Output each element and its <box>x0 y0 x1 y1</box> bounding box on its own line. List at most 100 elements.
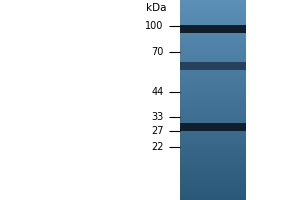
Bar <box>180 5 246 6</box>
Bar <box>180 4 246 5</box>
Bar <box>180 176 246 177</box>
Bar <box>180 154 246 155</box>
Bar <box>180 178 246 179</box>
Bar <box>180 54 246 55</box>
Bar <box>180 146 246 147</box>
Bar <box>180 165 246 166</box>
Bar <box>180 113 246 114</box>
Bar <box>180 16 246 17</box>
Bar <box>180 153 246 154</box>
Bar <box>180 184 246 185</box>
Bar <box>180 13 246 14</box>
Bar <box>180 45 246 46</box>
Bar <box>180 143 246 144</box>
Bar <box>180 116 246 117</box>
Bar <box>180 186 246 187</box>
Bar <box>180 162 246 163</box>
Bar <box>180 29 246 30</box>
Bar <box>180 102 246 103</box>
Bar <box>180 86 246 87</box>
Bar <box>180 22 246 23</box>
Bar <box>180 2 246 3</box>
Bar <box>180 171 246 172</box>
Bar <box>180 76 246 77</box>
Bar <box>180 120 246 121</box>
Bar <box>180 30 246 31</box>
Bar <box>180 107 246 108</box>
Bar <box>180 19 246 20</box>
Bar <box>180 135 246 136</box>
Bar <box>180 64 246 65</box>
Bar <box>180 101 246 102</box>
Bar <box>180 194 246 195</box>
Bar <box>180 11 246 12</box>
Bar <box>180 47 246 48</box>
Bar <box>180 79 246 80</box>
Bar <box>180 103 246 104</box>
Bar <box>180 14 246 15</box>
Bar <box>180 62 246 70</box>
Bar <box>180 129 246 130</box>
Bar <box>180 25 246 33</box>
Bar <box>180 9 246 10</box>
Bar <box>180 17 246 18</box>
Bar <box>180 170 246 171</box>
Bar <box>180 58 246 59</box>
Bar <box>180 140 246 141</box>
Bar <box>180 27 246 28</box>
Bar <box>180 100 246 101</box>
Bar <box>180 83 246 84</box>
Bar <box>180 137 246 138</box>
Bar <box>180 37 246 38</box>
Bar <box>180 68 246 69</box>
Bar <box>180 181 246 182</box>
Bar <box>180 24 246 25</box>
Bar <box>180 33 246 34</box>
Bar <box>180 164 246 165</box>
Bar <box>180 65 246 66</box>
Bar <box>180 70 246 71</box>
Bar <box>180 195 246 196</box>
Bar <box>180 199 246 200</box>
Bar <box>180 91 246 92</box>
Bar <box>180 193 246 194</box>
Bar <box>180 25 246 26</box>
Bar <box>180 69 246 70</box>
Bar <box>180 41 246 42</box>
Bar <box>180 144 246 145</box>
Bar <box>180 115 246 116</box>
Bar <box>180 67 246 68</box>
Bar <box>180 180 246 181</box>
Bar <box>180 87 246 88</box>
Bar <box>180 192 246 193</box>
Text: 27: 27 <box>151 126 164 136</box>
Bar <box>180 10 246 11</box>
Bar <box>180 20 246 21</box>
Bar <box>180 48 246 49</box>
Bar <box>180 61 246 62</box>
Bar <box>180 138 246 139</box>
Bar <box>180 56 246 57</box>
Bar <box>180 23 246 24</box>
Bar <box>180 12 246 13</box>
Bar <box>180 183 246 184</box>
Bar <box>180 75 246 76</box>
Bar <box>180 59 246 60</box>
Bar <box>180 7 246 8</box>
Bar <box>180 133 246 134</box>
Bar <box>180 39 246 40</box>
Bar <box>180 62 246 63</box>
Bar <box>180 105 246 106</box>
Bar <box>180 32 246 33</box>
Bar <box>180 188 246 189</box>
Bar <box>180 127 246 128</box>
Bar <box>180 136 246 137</box>
Bar <box>180 0 246 1</box>
Bar <box>180 74 246 75</box>
Bar <box>180 139 246 140</box>
Bar <box>180 81 246 82</box>
Bar <box>180 108 246 109</box>
Bar <box>180 85 246 86</box>
Bar <box>180 99 246 100</box>
Bar <box>180 73 246 74</box>
